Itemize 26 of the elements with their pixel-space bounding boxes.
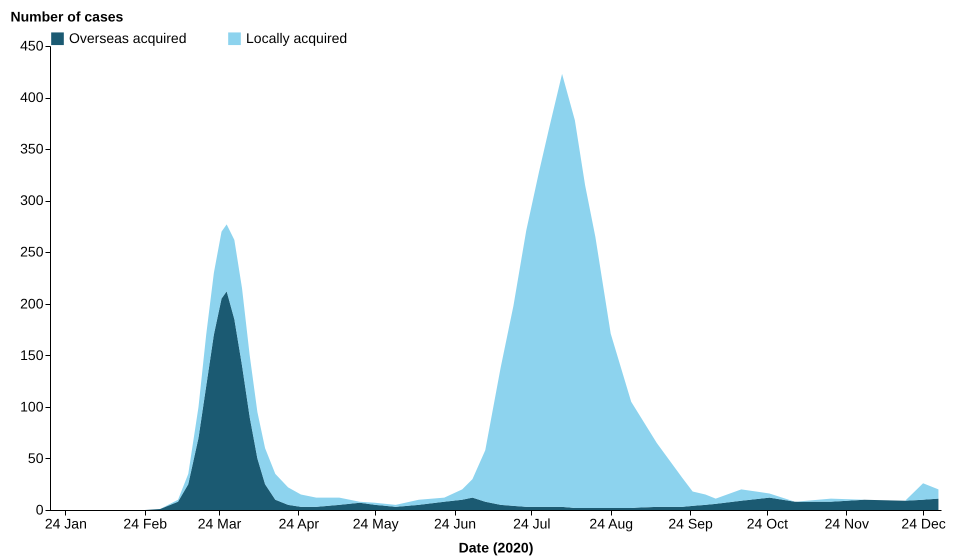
y-axis-title: Number of cases — [10, 8, 124, 24]
y-tick-label: 150 — [20, 346, 44, 363]
x-tick-label: 24 Dec — [901, 516, 946, 532]
y-tick-label: 100 — [20, 398, 44, 414]
legend-label: Locally acquired — [246, 30, 348, 46]
y-tick-label: 300 — [20, 192, 44, 208]
y-tick-label: 250 — [20, 244, 44, 260]
x-tick-label: 24 Feb — [123, 516, 168, 532]
x-tick-label: 24 Mar — [198, 516, 242, 532]
y-tick-label: 200 — [20, 295, 44, 312]
x-tick-label: 24 Aug — [589, 516, 634, 532]
y-tick-label: 450 — [20, 38, 44, 54]
x-tick-label: 24 Jun — [434, 516, 476, 532]
legend-label: Overseas acquired — [69, 30, 187, 46]
x-tick-label: 24 Sep — [668, 516, 713, 532]
x-tick-label: 24 Apr — [278, 516, 320, 532]
x-tick-label: 24 Oct — [746, 516, 788, 532]
x-tick-label: 24 Nov — [824, 516, 869, 532]
y-tick-label: 50 — [28, 450, 44, 466]
x-tick-label: 24 Jul — [513, 516, 551, 532]
x-tick-label: 24 May — [352, 516, 399, 532]
y-tick-label: 350 — [20, 140, 44, 157]
y-tick-label: 0 — [36, 502, 44, 518]
x-axis-title: Date (2020) — [458, 540, 534, 556]
x-tick-label: 24 Jan — [44, 516, 87, 532]
y-tick-label: 400 — [20, 89, 44, 106]
